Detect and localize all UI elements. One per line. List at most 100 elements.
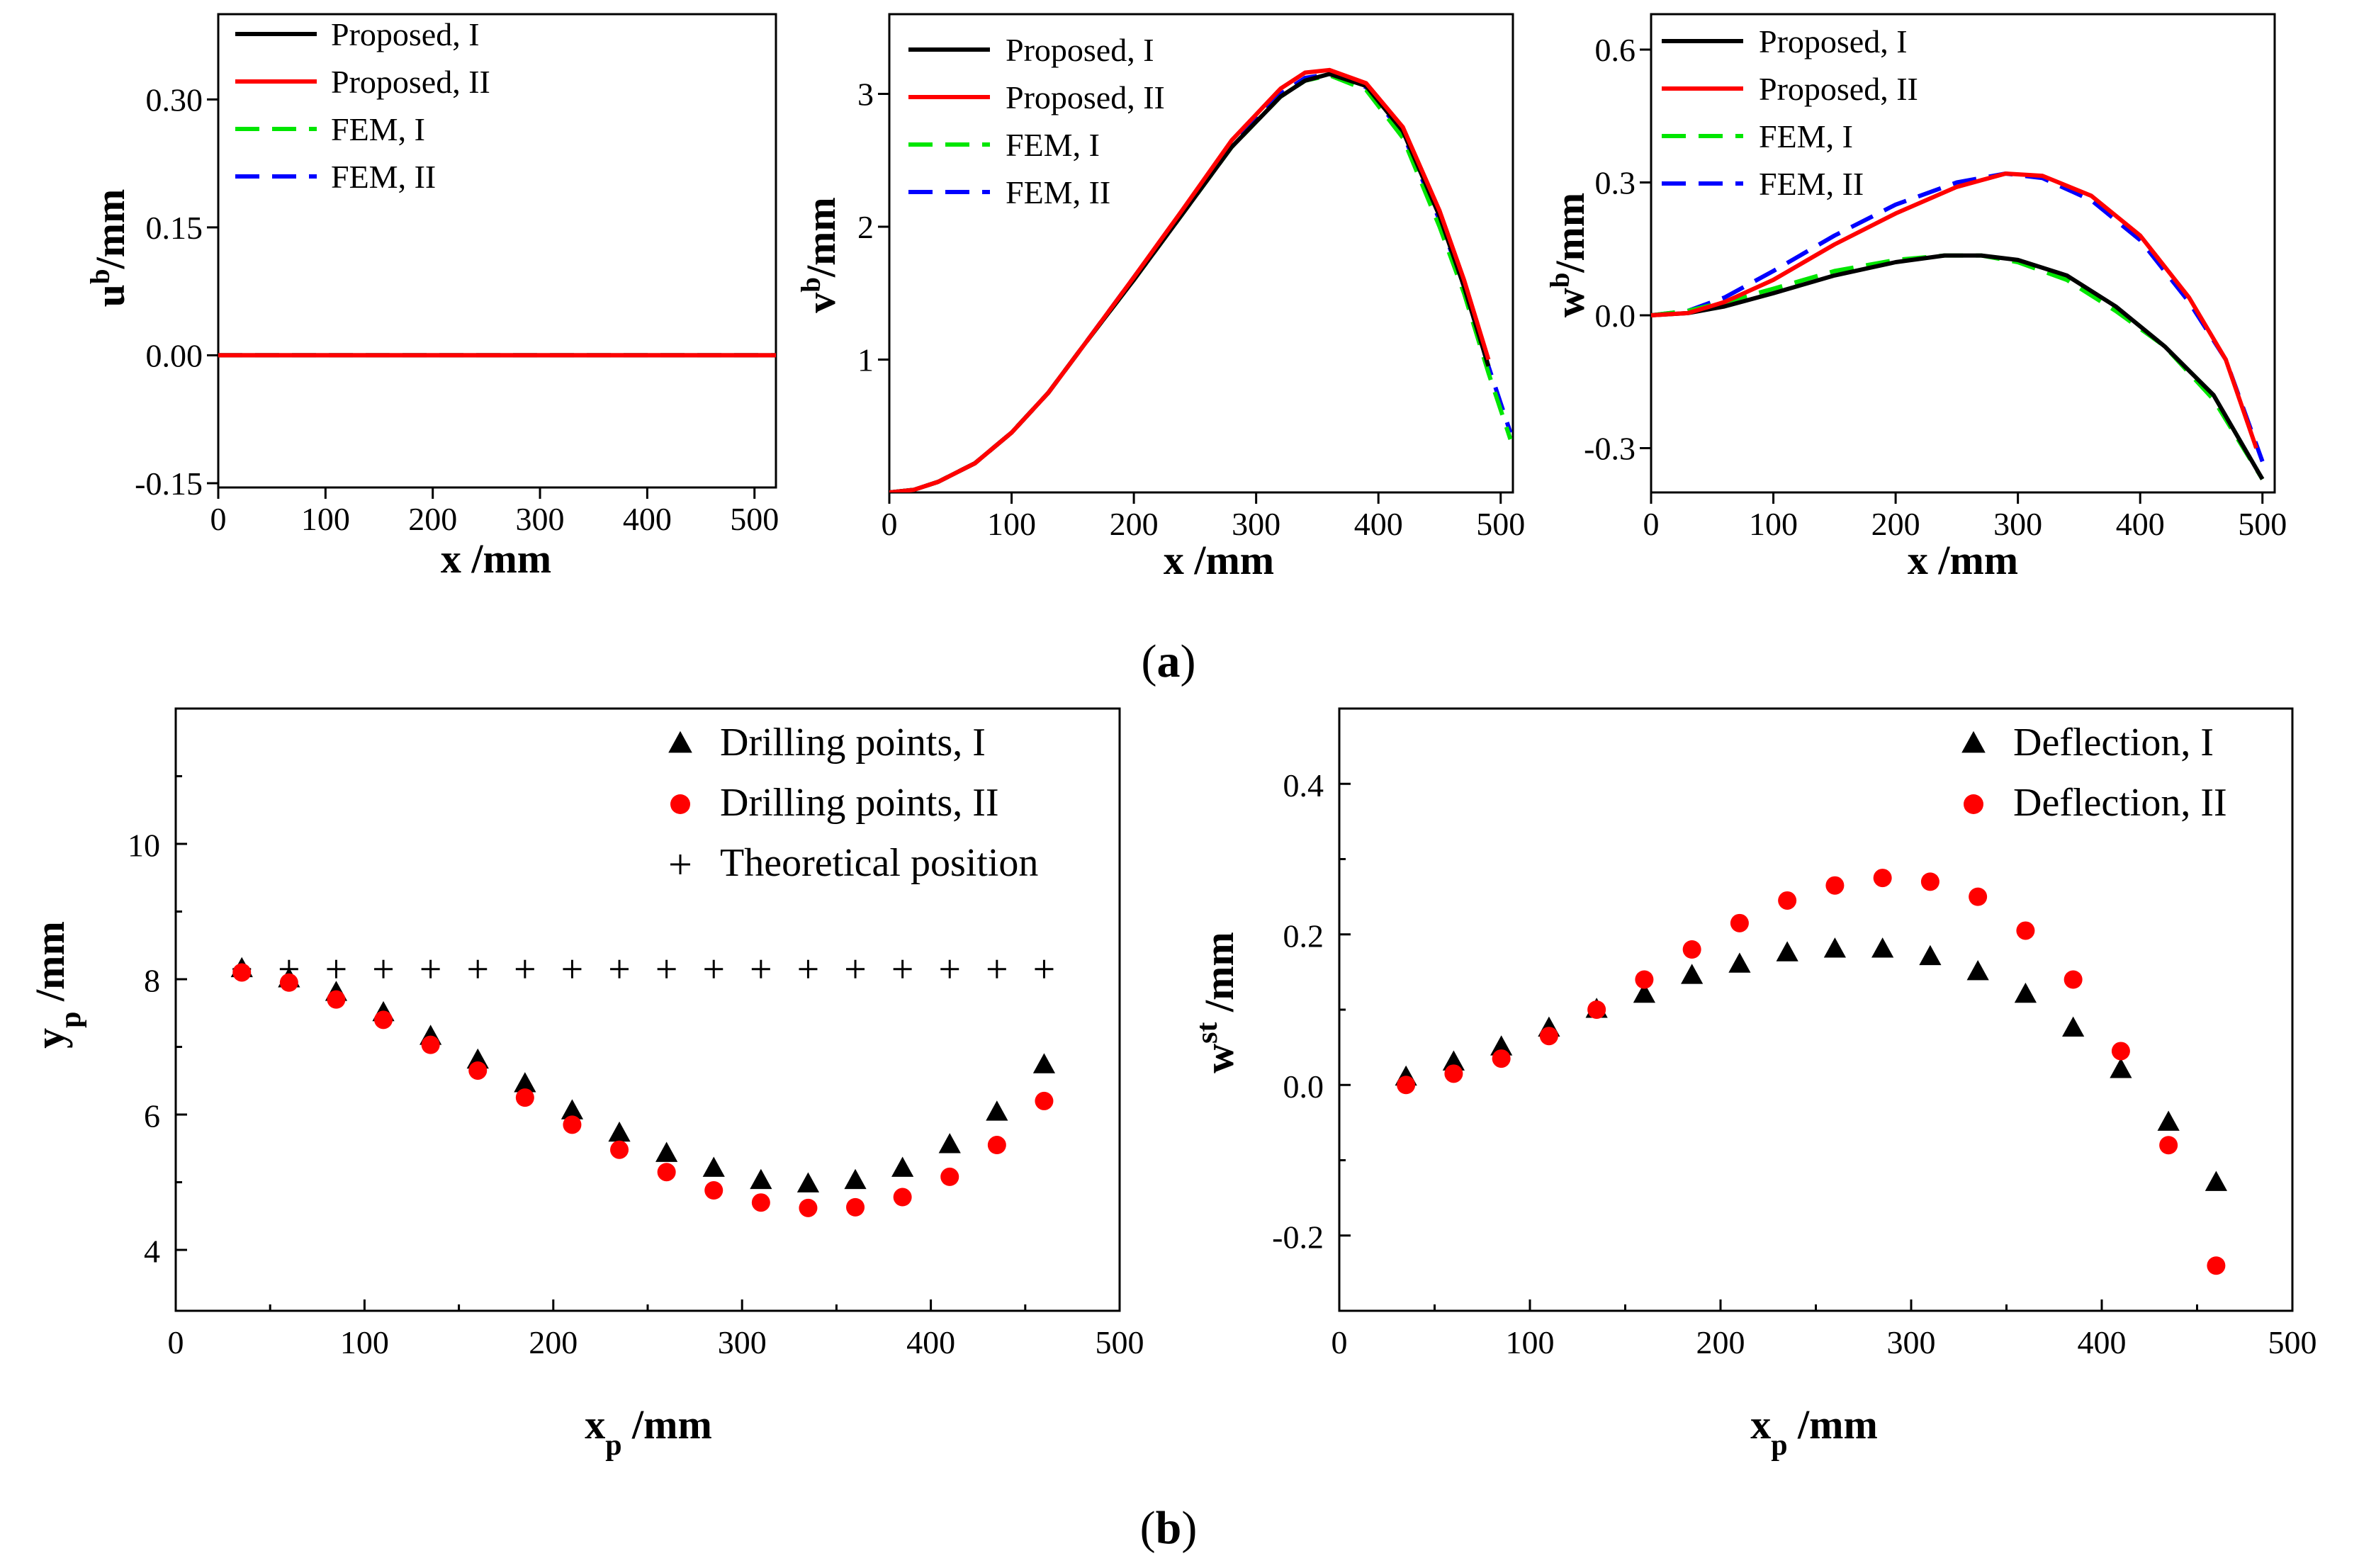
vb-ylabel-main: v [798, 293, 844, 313]
vb-xtick-label: 400 [1354, 506, 1403, 542]
wst-ylabel-unit: /mm [1196, 932, 1242, 1022]
yp-xtick-label: 500 [1096, 1324, 1144, 1360]
wst-point-deflection-i [1871, 937, 1894, 958]
yp-point-theoretical-position [610, 959, 629, 978]
vb-ylabel-unit: /mm [798, 197, 844, 278]
ub-ytick-label: 0.15 [146, 210, 203, 246]
wst-point-deflection-ii [1682, 940, 1701, 959]
yp-point-theoretical-position [468, 959, 488, 978]
yp-point-drilling-points-i [655, 1141, 678, 1162]
yp-xlabel-unit: /mm [622, 1401, 712, 1448]
wst-point-deflection-i [2062, 1016, 2085, 1037]
yp-xlabel-sub: p [605, 1429, 621, 1462]
yp-point-drilling-points-i [561, 1099, 584, 1119]
wb-ylabel-unit: /mm [1547, 193, 1593, 273]
vb-ytick-label: 1 [857, 342, 874, 378]
wst-point-deflection-i [2157, 1110, 2180, 1131]
ub-legend-label-fem-i: FEM, I [331, 111, 425, 147]
ub-ylabel-sup: b [85, 269, 116, 284]
wb-ytick-label: 0.3 [1595, 165, 1636, 201]
wb-xlabel: x /mm [1908, 537, 2018, 583]
ub-ylabel-unit: /mm [87, 189, 133, 270]
wst-point-deflection-i [1823, 937, 1846, 958]
wst-point-deflection-i [1776, 941, 1798, 961]
yp-ylabel-main: y [27, 1028, 73, 1049]
ub-legend-label-proposed-i: Proposed, I [331, 16, 480, 52]
wb-ytick-label: 0.6 [1595, 32, 1636, 68]
wst-xtick-label: 100 [1506, 1324, 1555, 1360]
vb-legend-label-fem-ii: FEM, II [1006, 174, 1110, 210]
wst-legend-label-deflection-ii: Deflection, II [2013, 781, 2227, 825]
yp-point-theoretical-position [421, 959, 440, 978]
wst-legend-marker-deflection-ii [1964, 794, 1983, 814]
yp-point-theoretical-position [374, 959, 393, 978]
yp-point-drilling-points-ii [327, 990, 346, 1009]
wst-point-deflection-ii [1825, 876, 1845, 895]
wst-point-deflection-i [2014, 982, 2037, 1003]
wb-legend-label-fem-i: FEM, I [1759, 118, 1853, 154]
ub-legend-label-proposed-ii: Proposed, II [331, 64, 490, 100]
vb-series-proposed-i [889, 72, 1491, 492]
wst-point-deflection-ii [1778, 891, 1797, 910]
wst-xlabel: xp /mm [1750, 1401, 1878, 1462]
yp-point-drilling-points-ii [468, 1061, 488, 1080]
ub-xtick-label: 100 [301, 501, 350, 537]
wst-plot-area [1395, 869, 2227, 1275]
yp-point-theoretical-position [846, 959, 865, 978]
wb-xtick-label: 300 [1993, 506, 2042, 542]
yp-point-drilling-points-ii [232, 963, 252, 982]
yp-point-drilling-points-ii [940, 1167, 959, 1186]
yp-point-drilling-points-ii [374, 1010, 393, 1030]
ub-ytick-label: 0.00 [146, 338, 203, 374]
yp-point-drilling-points-ii [515, 1088, 534, 1107]
wst-point-deflection-i [1633, 982, 1655, 1003]
vb-xtick-label: 300 [1232, 506, 1280, 542]
yp-ylabel: yp /mm [27, 921, 87, 1049]
ub-ytick-label: 0.30 [146, 81, 203, 118]
wb-series-fem-ii [1651, 171, 2265, 463]
wst-ylabel: wst /mm [1191, 932, 1242, 1073]
yp-xtick-label: 100 [340, 1324, 389, 1360]
yp-xlabel-main: x [585, 1401, 605, 1448]
wb-plot-area [1651, 171, 2265, 480]
ub-legend-label-fem-ii: FEM, II [331, 159, 436, 195]
yp-point-drilling-points-ii [893, 1188, 912, 1207]
wst-xlabel-unit: /mm [1788, 1401, 1878, 1448]
wst-ylabel-sup: st [1191, 1022, 1224, 1044]
ub-frame [217, 13, 777, 489]
yp-point-drilling-points-ii [421, 1035, 440, 1054]
wst-point-deflection-ii [1969, 887, 1988, 906]
wst-point-deflection-ii [1920, 872, 1939, 891]
yp-point-drilling-points-i [514, 1072, 536, 1093]
wst-point-deflection-ii [1397, 1076, 1416, 1095]
ub-xtick-label: 500 [730, 501, 779, 537]
wst-legend-marker-deflection-i [1961, 731, 1986, 753]
vb-xtick-label: 0 [882, 506, 898, 542]
ub-ylabel: ub/mm [85, 189, 134, 308]
wst-xtick-label: 500 [2268, 1324, 2317, 1360]
wst-ytick-label: 0.2 [1283, 918, 1324, 954]
wb-xtick-label: 0 [1643, 506, 1660, 542]
wst-point-deflection-ii [2111, 1042, 2130, 1061]
ub-xtick-label: 200 [408, 501, 457, 537]
wst-point-deflection-ii [1539, 1027, 1558, 1046]
yp-xtick-label: 0 [168, 1324, 184, 1360]
ub-ytick-label: -0.15 [135, 466, 203, 502]
yp-point-theoretical-position [893, 959, 912, 978]
wb-xtick-label: 200 [1871, 506, 1920, 542]
wst-point-deflection-i [1919, 944, 1942, 966]
yp-point-theoretical-position [799, 959, 818, 978]
wb-series-proposed-i [1651, 253, 2265, 480]
yp-point-drilling-points-i [702, 1156, 725, 1177]
wb-ylabel-main: w [1547, 288, 1593, 317]
ub-xtick-label: 300 [516, 501, 565, 537]
yp-xtick-label: 200 [529, 1324, 578, 1360]
wst-xlabel-sub: p [1771, 1429, 1787, 1462]
vb-ylabel-sup: b [796, 277, 826, 293]
wst-point-deflection-ii [2159, 1136, 2178, 1155]
wst-point-deflection-ii [1873, 869, 1892, 888]
vb-frame [888, 13, 1514, 494]
wst-ylabel-main: w [1196, 1044, 1242, 1073]
wb-ytick-label: -0.3 [1584, 431, 1635, 467]
